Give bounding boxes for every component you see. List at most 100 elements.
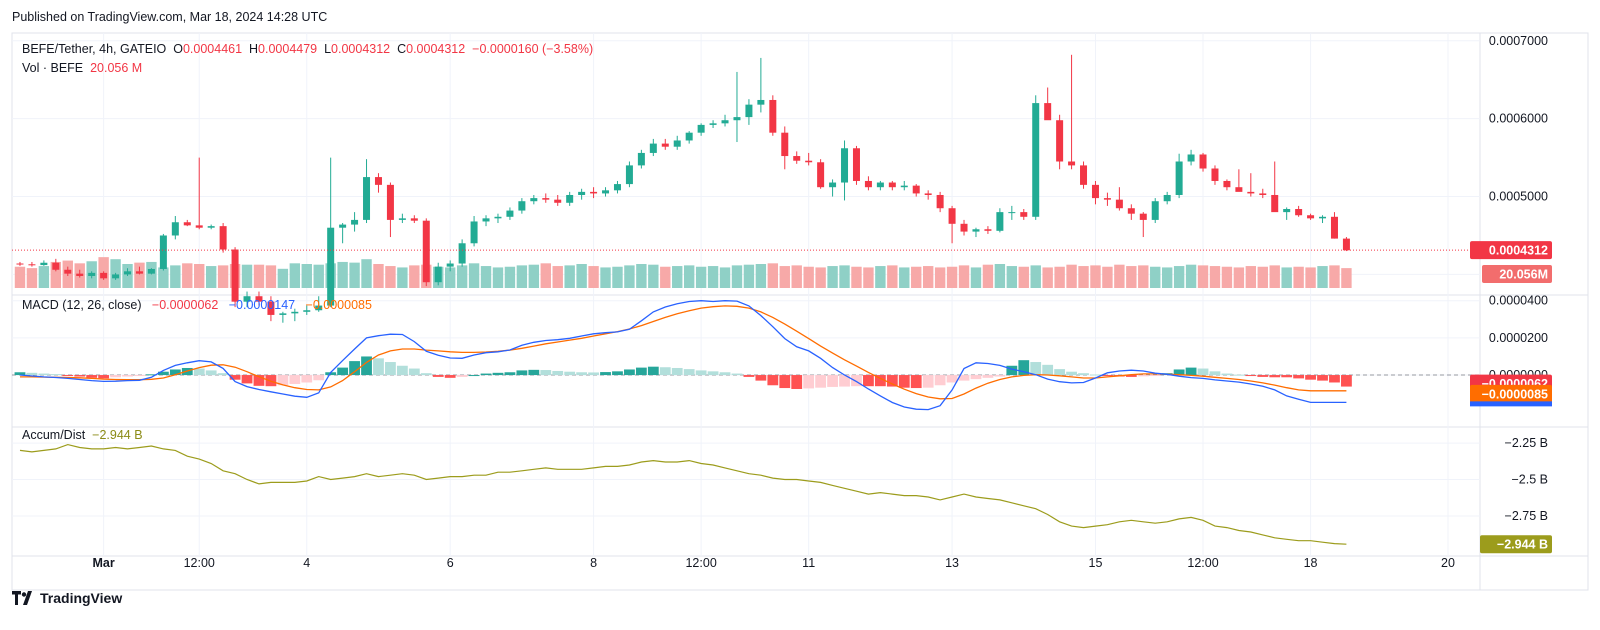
candle-body [912, 185, 920, 194]
macd-histogram-bar [1066, 371, 1077, 376]
candle-body [195, 225, 203, 228]
time-axis[interactable]: Mar 12:00 4 6 8 12:00 11 13 15 12:00 18 20 [93, 556, 1455, 570]
open-label: O [173, 42, 183, 56]
tradingview-logo[interactable]: TradingView [12, 590, 122, 606]
candle-body [1080, 165, 1088, 185]
macd-histogram-bar [910, 375, 922, 389]
macd-histogram-bar [659, 367, 671, 376]
volume-bar [38, 266, 50, 288]
candle-body [351, 219, 359, 225]
macd-histogram-bar [1030, 362, 1042, 376]
volume-bar [205, 266, 217, 288]
candle-body [1020, 212, 1028, 217]
volume-bar [385, 266, 396, 288]
macd-histogram-bar [169, 369, 181, 376]
price-tick-label: 0.0005000 [1489, 190, 1548, 204]
candles [16, 54, 1350, 323]
candle-body [1223, 180, 1231, 188]
price-axis[interactable]: 0.00070000.00060000.00050000.00040000.00… [1470, 34, 1552, 283]
candle-body [745, 104, 753, 118]
macd-histogram-bar [205, 370, 217, 376]
macd-histogram-bar [1102, 375, 1113, 377]
macd-value-badge: −0.0000085 [1482, 387, 1548, 401]
macd-histogram-bar [253, 375, 265, 386]
volume-bar [564, 265, 575, 288]
macd-histogram-bar [444, 375, 456, 378]
candle-body [1163, 194, 1171, 202]
macd-histogram-bar [1006, 365, 1018, 376]
volume-bar [504, 266, 516, 288]
volume-bar [946, 266, 958, 288]
tradingview-logo-icon [12, 591, 32, 605]
candle-body [1271, 194, 1279, 213]
macd-histogram-bar [432, 375, 444, 377]
candle-body [422, 220, 430, 283]
candle-body [267, 301, 275, 315]
candle-body [578, 191, 586, 195]
ad-axis[interactable]: −2.25 B −2.5 B −2.75 B −2.944 B [1480, 436, 1552, 554]
price-legend[interactable]: BEFE/Tether, 4h, GATEIO O0.0004461 H0.00… [22, 42, 593, 56]
macd-axis[interactable]: 0.00004000.00002000.0000000−0.0000062−0.… [1470, 294, 1552, 407]
symbol-label[interactable]: BEFE/Tether, 4h, GATEIO [22, 42, 167, 56]
volume-bar [1317, 266, 1328, 288]
macd-histogram-bar [731, 373, 743, 376]
volume-bar [1173, 266, 1185, 288]
time-tick-label: 13 [945, 556, 959, 570]
macd-histogram-bar [839, 375, 850, 387]
candle-body [183, 222, 191, 226]
volume-bar [803, 266, 814, 288]
volume-bar [1114, 264, 1125, 288]
volume-bar [492, 267, 504, 288]
candle-body [494, 216, 502, 219]
candle-body [76, 273, 84, 276]
macd-histogram-bar [38, 373, 50, 376]
volume-bar [313, 264, 324, 288]
macd-histogram-bar [122, 375, 133, 377]
candle-body [888, 182, 896, 188]
macd-signal-line [20, 305, 1347, 400]
candle-body [602, 190, 610, 194]
close-label: C [397, 42, 407, 56]
volume-bar [719, 267, 731, 288]
macd-histogram-bar [743, 375, 755, 377]
volume-bar [636, 264, 647, 288]
candle-body [1151, 201, 1159, 220]
candle-body [613, 184, 621, 191]
macd-histogram-bar [863, 375, 874, 387]
ad-pane [19, 443, 1347, 545]
volume-bar [1329, 265, 1340, 288]
macd-tick-label: 0.0000200 [1489, 331, 1548, 345]
time-tick-label: 18 [1304, 556, 1318, 570]
candle-body [1307, 215, 1315, 219]
ad-legend[interactable]: Accum/Dist −2.944 B [22, 428, 143, 442]
volume-legend[interactable]: Vol · BEFE 20.056 M [22, 61, 142, 75]
ad-value-badge: −2.944 B [1497, 538, 1548, 552]
volume-bar [911, 266, 922, 288]
candle-body [1211, 168, 1219, 181]
volume-label: Vol · BEFE [22, 61, 84, 75]
macd-histogram-bar [50, 374, 62, 376]
ad-value-badge-bg [1480, 535, 1552, 554]
macd-legend[interactable]: MACD (12, 26, close) −0.0000062 −0.00001… [22, 298, 372, 312]
volume-bar [456, 265, 468, 288]
macd-histogram-bar [492, 372, 504, 376]
macd-histogram-bar [815, 375, 827, 388]
macd-histogram-bar [361, 356, 372, 376]
candle-body [363, 177, 371, 220]
candle-body [793, 156, 801, 161]
volume-bar [397, 267, 408, 288]
price-tick-label: 0.0006000 [1489, 112, 1548, 126]
volume-bar [1305, 267, 1316, 288]
volume-bar [253, 264, 265, 288]
volume-bar [50, 261, 62, 288]
candle-body [1330, 216, 1338, 239]
macd-histogram-bar [26, 372, 38, 376]
volume-bar [528, 264, 540, 288]
volume-bar [540, 263, 551, 288]
macd-histogram-bar [385, 362, 396, 376]
macd-histogram-bar [1245, 375, 1257, 377]
volume-bar [289, 263, 301, 288]
macd-histogram-bar [1281, 375, 1293, 378]
macd-histogram-bar [1125, 375, 1137, 377]
macd-histogram-bar [1257, 375, 1269, 377]
